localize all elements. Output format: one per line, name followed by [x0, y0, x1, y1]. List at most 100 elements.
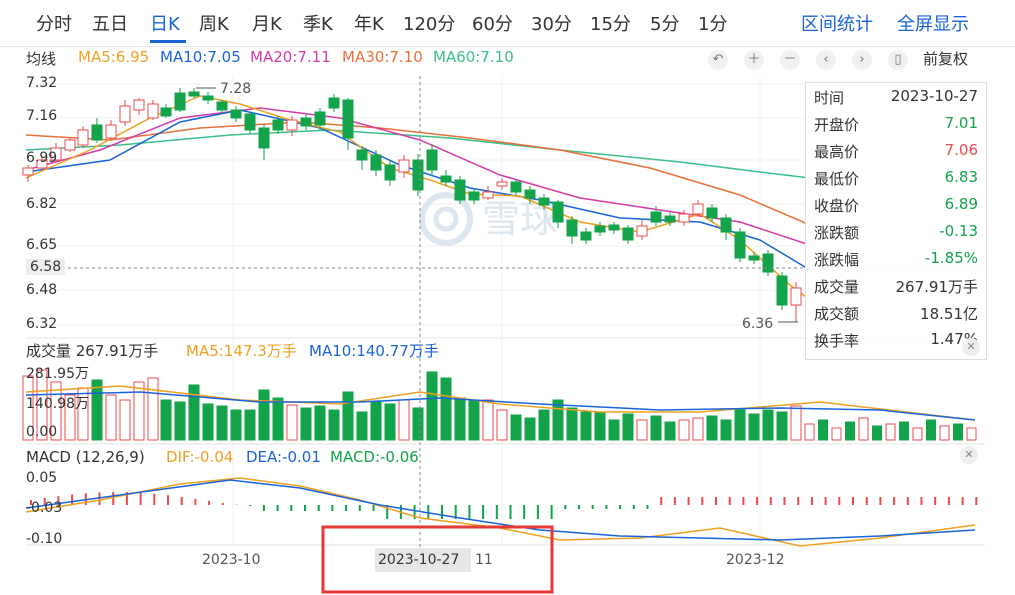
- tab-30min[interactable]: 30分: [531, 14, 572, 35]
- macd-bar: [194, 498, 197, 505]
- tab-1min[interactable]: 1分: [698, 14, 728, 35]
- volume-bar: [147, 377, 159, 441]
- fullscreen-link[interactable]: 全屏显示: [897, 14, 969, 35]
- tab-5min[interactable]: 5分: [650, 14, 680, 35]
- volume-bar: [939, 425, 950, 441]
- volume-ma10: MA10:140.77万手: [309, 342, 439, 360]
- volume-bar: [370, 401, 382, 441]
- volume-bar: [594, 411, 606, 441]
- volume-bar: [664, 421, 676, 441]
- volume-bar: [552, 399, 564, 441]
- macd-bar: [756, 497, 759, 505]
- candle-body: [552, 201, 564, 223]
- ma20-value: MA20:7.11: [250, 48, 331, 66]
- volume-bar: [133, 381, 145, 441]
- macd-bar: [906, 497, 909, 505]
- macd-close-icon[interactable]: ✕: [960, 446, 978, 464]
- tab-weekly-k[interactable]: 周K: [199, 14, 229, 35]
- macd-lines: [25, 477, 976, 547]
- candle-style-icon[interactable]: ▯: [888, 50, 908, 70]
- macd-bar: [331, 505, 334, 511]
- macd-bar: [98, 492, 101, 505]
- macd-bar: [386, 505, 389, 519]
- undo-icon[interactable]: ↶: [708, 50, 728, 70]
- volume-bar: [692, 417, 704, 441]
- ma60-line: [25, 129, 811, 179]
- zoom-in-icon[interactable]: ＋: [744, 50, 764, 70]
- candle-body: [188, 91, 200, 97]
- volume-ma5: MA5:147.3万手: [186, 342, 297, 360]
- volume-bar: [804, 423, 815, 441]
- volume-bar: [580, 411, 592, 441]
- volume-bar: [258, 389, 270, 441]
- volume-bar: [328, 409, 340, 441]
- macd-bar: [797, 497, 800, 505]
- volume-bar: [818, 419, 828, 441]
- macd-bar: [879, 497, 882, 505]
- tab-timeshare[interactable]: 分时: [36, 14, 72, 35]
- chart-grid: [26, 76, 985, 546]
- macd-axis-label: 0.05: [26, 470, 58, 486]
- macd-bar: [947, 497, 950, 505]
- volume-bar: [524, 417, 536, 441]
- candle-body: [594, 225, 606, 233]
- candle-body: [468, 191, 480, 201]
- adjust-mode-toggle[interactable]: 前复权: [923, 50, 969, 68]
- tooltip-row-low: 最低价 6.83: [814, 168, 978, 188]
- candle-body: [776, 275, 788, 306]
- active-tab-indicator: [150, 40, 186, 43]
- macd-bar: [125, 492, 128, 505]
- date-axis-label: 2023-12: [726, 552, 785, 568]
- macd-bar: [824, 497, 827, 505]
- candle-body: [160, 107, 172, 117]
- volume-bar: [272, 397, 284, 441]
- zoom-out-icon[interactable]: －: [780, 50, 800, 70]
- tab-15min[interactable]: 15分: [590, 14, 631, 35]
- candle-body: [790, 287, 802, 306]
- volume-bar: [790, 405, 802, 441]
- macd-bar: [783, 497, 786, 505]
- tooltip-row-close: 收盘价 6.89: [814, 195, 978, 215]
- volume-bar: [50, 381, 62, 441]
- tab-daily-k[interactable]: 日K: [150, 14, 180, 35]
- macd-bar: [619, 505, 622, 509]
- candle-body: [538, 197, 550, 206]
- tooltip-row-high: 最高价 7.06: [814, 141, 978, 161]
- tooltip-row-open: 开盘价 7.01: [814, 114, 978, 134]
- macd-bar: [838, 497, 841, 505]
- ma5-path: [25, 95, 811, 301]
- candle-body: [133, 99, 145, 111]
- macd-bar: [180, 496, 183, 505]
- macd-dif: DIF:-0.04: [166, 448, 234, 466]
- candle-body: [426, 149, 438, 171]
- candle-body: [314, 111, 326, 126]
- volume-bar: [398, 399, 410, 441]
- annotation-highlight-box: [321, 525, 554, 594]
- scroll-left-icon[interactable]: ‹: [816, 50, 836, 70]
- candlestick-series: [22, 88, 802, 322]
- candle-body: [258, 127, 270, 149]
- scroll-right-icon[interactable]: ›: [852, 50, 872, 70]
- candle-body: [678, 213, 690, 223]
- tab-120min[interactable]: 120分: [403, 14, 456, 35]
- macd-bar: [71, 494, 74, 505]
- volume-bar: [720, 419, 732, 441]
- volume-bar: [64, 394, 76, 441]
- macd-bar: [153, 493, 156, 505]
- tab-quarterly-k[interactable]: 季K: [303, 14, 333, 35]
- tab-60min[interactable]: 60分: [472, 14, 513, 35]
- macd-bar: [139, 492, 142, 505]
- dea-path: [25, 479, 976, 541]
- tab-yearly-k[interactable]: 年K: [354, 14, 384, 35]
- macd-bar: [715, 497, 717, 505]
- tab-monthly-k[interactable]: 月K: [252, 14, 282, 35]
- volume-bar: [608, 419, 620, 441]
- tooltip-close-icon[interactable]: ✕: [962, 338, 980, 356]
- volume-ma-lines: [25, 385, 976, 421]
- range-stats-link[interactable]: 区间统计: [801, 14, 873, 35]
- tab-five-day[interactable]: 五日: [92, 14, 128, 35]
- candle-body: [734, 231, 746, 259]
- volume-bar: [440, 377, 452, 441]
- candle-body: [720, 217, 732, 233]
